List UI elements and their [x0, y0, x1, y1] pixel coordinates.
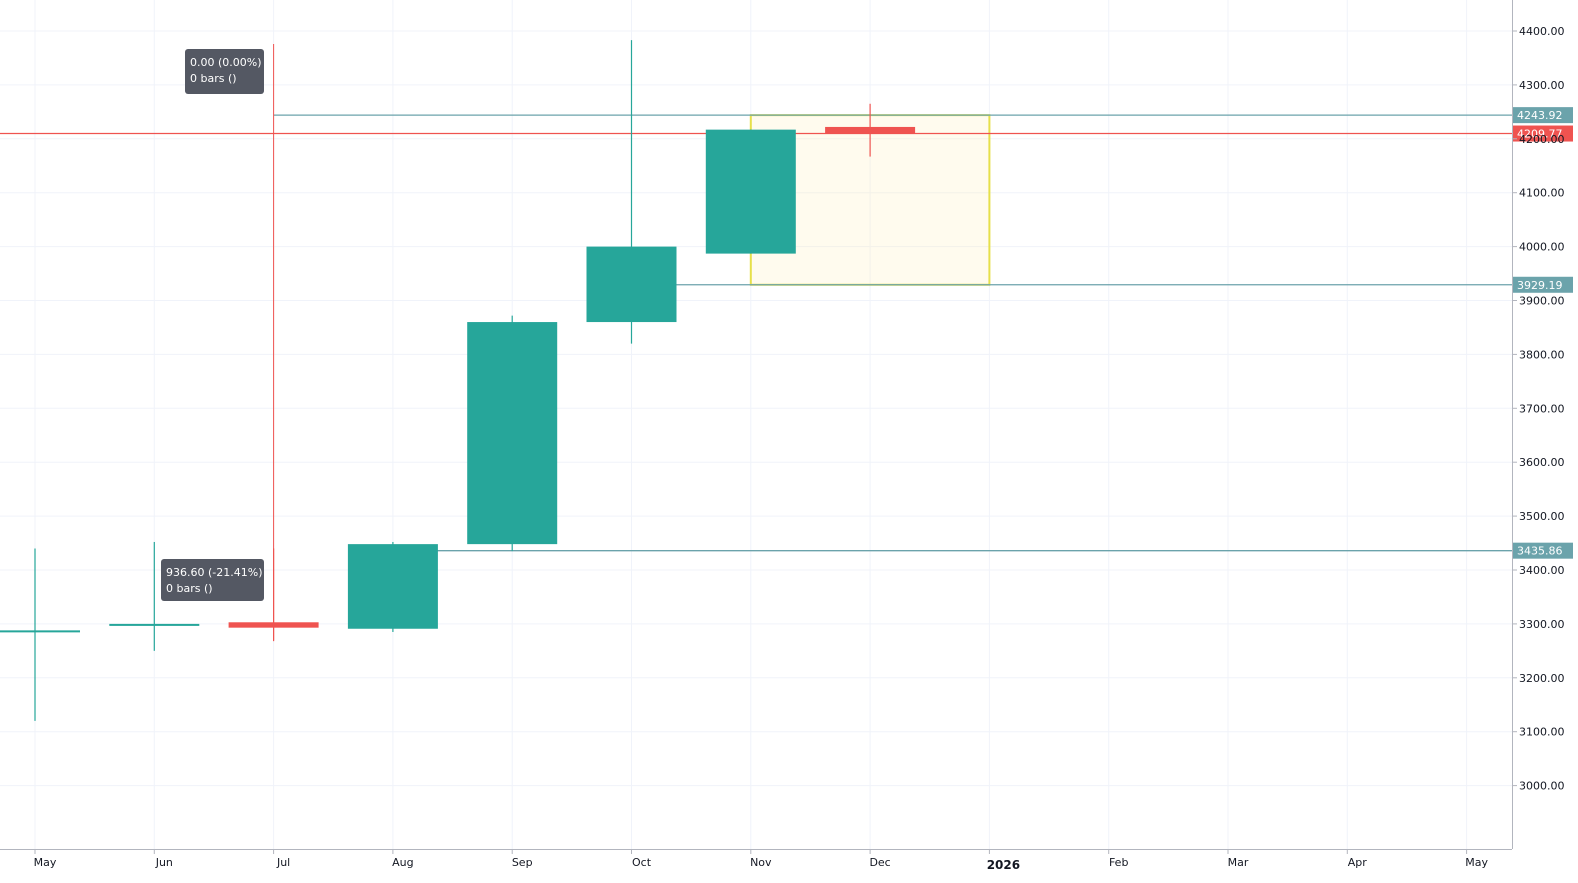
x-tick-label: Nov [750, 856, 772, 869]
y-tick-label: 4300.00 [1519, 79, 1565, 92]
measure-tooltip-bars: 0 bars () [190, 72, 237, 85]
x-tick-label: Feb [1109, 856, 1128, 869]
x-tick-label: Apr [1348, 856, 1368, 869]
y-tick-label: 3300.00 [1519, 618, 1565, 631]
y-tick-label: 4200.00 [1519, 133, 1565, 146]
candle-body [228, 622, 319, 628]
price-level-label: 4243.92 [1517, 109, 1563, 122]
price-level-tag [1513, 542, 1573, 559]
price-level-tag [1513, 125, 1573, 142]
y-tick-label: 4400.00 [1519, 25, 1565, 38]
price-level-label: 3929.19 [1517, 279, 1563, 292]
x-tick-label: 2026 [987, 858, 1020, 872]
x-tick-label: May [34, 856, 57, 869]
measure-tooltip [161, 559, 264, 601]
x-tick-label: Dec [869, 856, 890, 869]
axis-layer: 3000.00 3100.00 3200.00 3300.00 3400.00 3500.… [0, 0, 1565, 872]
price-level-label: 3435.86 [1517, 545, 1563, 558]
price-level-tag [1513, 276, 1573, 293]
annotation-layer: 0.00 (0.00%) 0 bars () 936.60 (-21.41%) 0 b… [161, 49, 264, 601]
x-tick-label: Mar [1228, 856, 1249, 869]
candle-body [586, 246, 677, 323]
y-tick-label: 3900.00 [1519, 295, 1565, 308]
x-tick-label: Oct [632, 856, 652, 869]
x-tick-label: Jun [155, 856, 173, 869]
y-tick-label: 4000.00 [1519, 241, 1565, 254]
measure-tooltip-value: 936.60 (-21.41%) [166, 566, 262, 579]
price-level-tag [1513, 107, 1573, 124]
y-tick-label: 3000.00 [1519, 780, 1565, 793]
price-level-label: 4209.77 [1517, 128, 1563, 141]
x-tick-label: Jul [276, 856, 290, 869]
y-tick-label: 3500.00 [1519, 510, 1565, 523]
y-tick-label: 3700.00 [1519, 402, 1565, 415]
candle-layer [0, 40, 916, 721]
measure-tooltip [185, 49, 264, 94]
y-tick-label: 3600.00 [1519, 456, 1565, 469]
y-tick-label: 3100.00 [1519, 726, 1565, 739]
y-tick-label: 3800.00 [1519, 348, 1565, 361]
candle-body [0, 630, 80, 633]
candle-body [109, 623, 200, 626]
measure-tooltip-value: 0.00 (0.00%) [190, 56, 262, 69]
y-tick-label: 4100.00 [1519, 187, 1565, 200]
measure-tooltip-bars: 0 bars () [166, 582, 213, 595]
y-tick-label: 3400.00 [1519, 564, 1565, 577]
candle-body [825, 126, 916, 134]
candle-body [467, 322, 558, 545]
y-tick-label: 3200.00 [1519, 672, 1565, 685]
candle-body [705, 129, 796, 254]
candle-body [347, 544, 438, 629]
x-tick-label: Sep [512, 856, 533, 869]
x-tick-label: May [1465, 856, 1488, 869]
x-tick-label: Aug [392, 856, 413, 869]
